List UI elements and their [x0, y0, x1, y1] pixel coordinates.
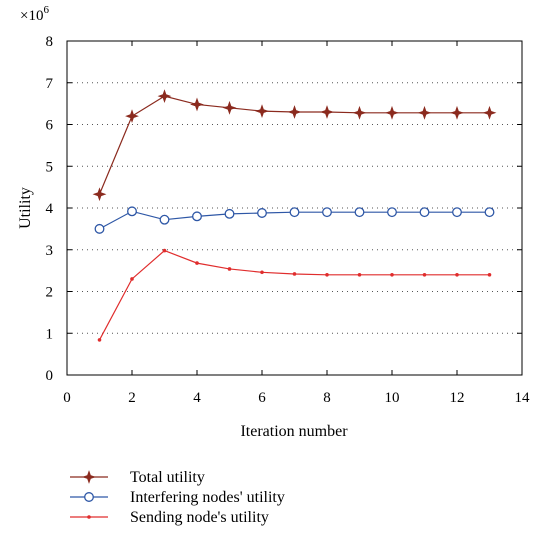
legend-marker-2: [87, 515, 91, 519]
data-point-2-10: [422, 273, 427, 277]
x-axis-label: Iteration number: [240, 423, 348, 440]
data-point-0-6: [287, 105, 302, 119]
data-point-2-9: [390, 273, 394, 277]
data-point-1-9: [387, 207, 397, 218]
data-point-0-11: [450, 105, 464, 120]
legend-label-1: Interfering nodes' utility: [130, 489, 285, 506]
grid-lines: [67, 82, 522, 334]
y-axis-multiplier-exponent: 6: [43, 4, 49, 16]
legend-marker-0: [82, 470, 96, 484]
y-tick-label-8: 8: [46, 34, 54, 50]
series-layer: [92, 89, 497, 342]
data-point-2-4: [227, 267, 232, 271]
data-point-1-11: [452, 207, 462, 218]
data-point-2-11: [455, 273, 459, 277]
y-axis-label: Utility: [17, 187, 34, 229]
data-point-0-10: [417, 105, 432, 120]
data-point-2-3: [195, 261, 199, 265]
data-point-1-7: [322, 207, 332, 218]
x-tick-label-0: 0: [63, 390, 71, 406]
data-point-0-9: [385, 105, 399, 120]
data-point-2-0: [97, 338, 102, 342]
x-tick-label-10: 10: [385, 390, 400, 406]
data-point-2-6: [292, 272, 297, 276]
x-tick-label-12: 12: [450, 390, 465, 406]
data-point-0-4: [222, 100, 237, 115]
data-point-0-1: [125, 109, 139, 124]
data-point-1-10: [419, 207, 430, 218]
y-tick-label-5: 5: [46, 159, 54, 175]
y-tick-label-0: 0: [46, 368, 54, 384]
series-line-2: [98, 249, 490, 341]
series-1: [94, 206, 495, 234]
x-tick-label-2: 2: [128, 390, 136, 406]
data-point-0-3: [190, 97, 204, 112]
data-point-2-8: [357, 273, 362, 277]
x-tick-label-8: 8: [323, 390, 331, 406]
x-tick-label-14: 14: [515, 390, 531, 406]
legend: Total utility Interfering nodes' utility S…: [70, 469, 285, 526]
legend-label-2: Sending node's utility: [130, 509, 269, 526]
data-point-2-5: [260, 270, 264, 275]
legend-marker-1: [84, 492, 94, 502]
series-0: [92, 89, 497, 202]
y-tick-label-7: 7: [46, 76, 54, 92]
y-tick-label-3: 3: [46, 243, 54, 259]
data-point-0-8: [352, 105, 367, 120]
series-2: [97, 248, 492, 342]
data-point-1-2: [159, 214, 170, 225]
data-point-2-12: [487, 273, 492, 277]
y-tick-label-6: 6: [46, 118, 54, 134]
data-point-1-12: [484, 207, 495, 218]
y-tick-label-2: 2: [46, 285, 54, 301]
data-point-0-5: [255, 104, 269, 119]
data-point-1-4: [224, 208, 235, 219]
data-point-0-0: [92, 187, 107, 202]
legend-label-0: Total utility: [130, 469, 205, 486]
y-tick-label-1: 1: [46, 326, 54, 342]
data-point-1-6: [289, 207, 300, 218]
data-point-2-2: [162, 248, 167, 253]
data-point-1-8: [354, 207, 365, 218]
x-tick-label-4: 4: [193, 390, 201, 406]
data-point-2-7: [325, 273, 329, 277]
y-axis-multiplier: ×106: [20, 4, 49, 24]
data-point-0-2: [157, 89, 172, 104]
x-tick-label-6: 6: [258, 390, 266, 406]
data-point-1-5: [257, 208, 267, 218]
data-point-0-7: [320, 105, 334, 119]
data-point-0-12: [482, 105, 497, 120]
y-tick-label-4: 4: [46, 201, 54, 217]
data-point-1-3: [192, 211, 202, 222]
data-point-1-0: [94, 223, 105, 234]
data-point-2-1: [130, 277, 134, 281]
data-point-1-1: [127, 206, 137, 217]
